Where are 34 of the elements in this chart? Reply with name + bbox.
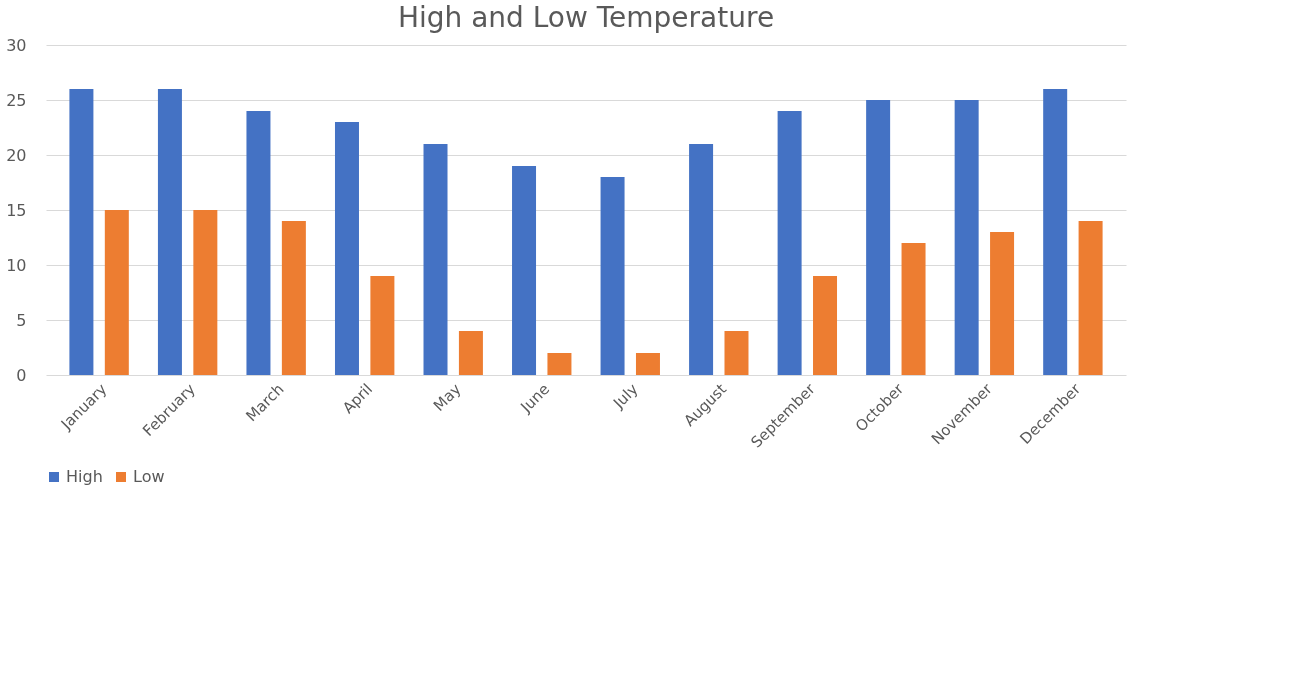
bar xyxy=(69,89,94,375)
bar xyxy=(370,276,395,375)
bar xyxy=(104,210,129,375)
bar xyxy=(954,100,979,375)
bar xyxy=(458,331,483,375)
bar xyxy=(423,144,448,375)
bar xyxy=(246,111,271,375)
bar xyxy=(1043,89,1068,375)
bar xyxy=(193,210,218,375)
bar xyxy=(600,177,625,375)
y-tick-label: 25 xyxy=(6,90,27,110)
bar xyxy=(334,122,359,375)
bar xyxy=(281,221,306,375)
bar xyxy=(635,353,660,375)
y-tick-label: 0 xyxy=(16,365,27,385)
y-tick-label: 30 xyxy=(6,35,27,55)
chart-title: High and Low Temperature xyxy=(397,1,775,34)
bar xyxy=(512,166,537,375)
bar xyxy=(157,89,182,375)
y-tick-label: 10 xyxy=(6,255,27,275)
y-tick-label: 20 xyxy=(6,145,27,165)
bar xyxy=(547,353,572,375)
bar xyxy=(866,100,891,375)
bar xyxy=(813,276,838,375)
bar xyxy=(1078,221,1103,375)
bar xyxy=(777,111,802,375)
bar xyxy=(724,331,749,375)
bar xyxy=(901,243,926,375)
legend-label: High xyxy=(66,467,103,486)
y-tick-label: 15 xyxy=(6,200,27,220)
bar xyxy=(689,144,714,375)
legend-label: Low xyxy=(133,467,165,486)
bar xyxy=(990,232,1015,375)
y-tick-label: 5 xyxy=(16,310,27,330)
